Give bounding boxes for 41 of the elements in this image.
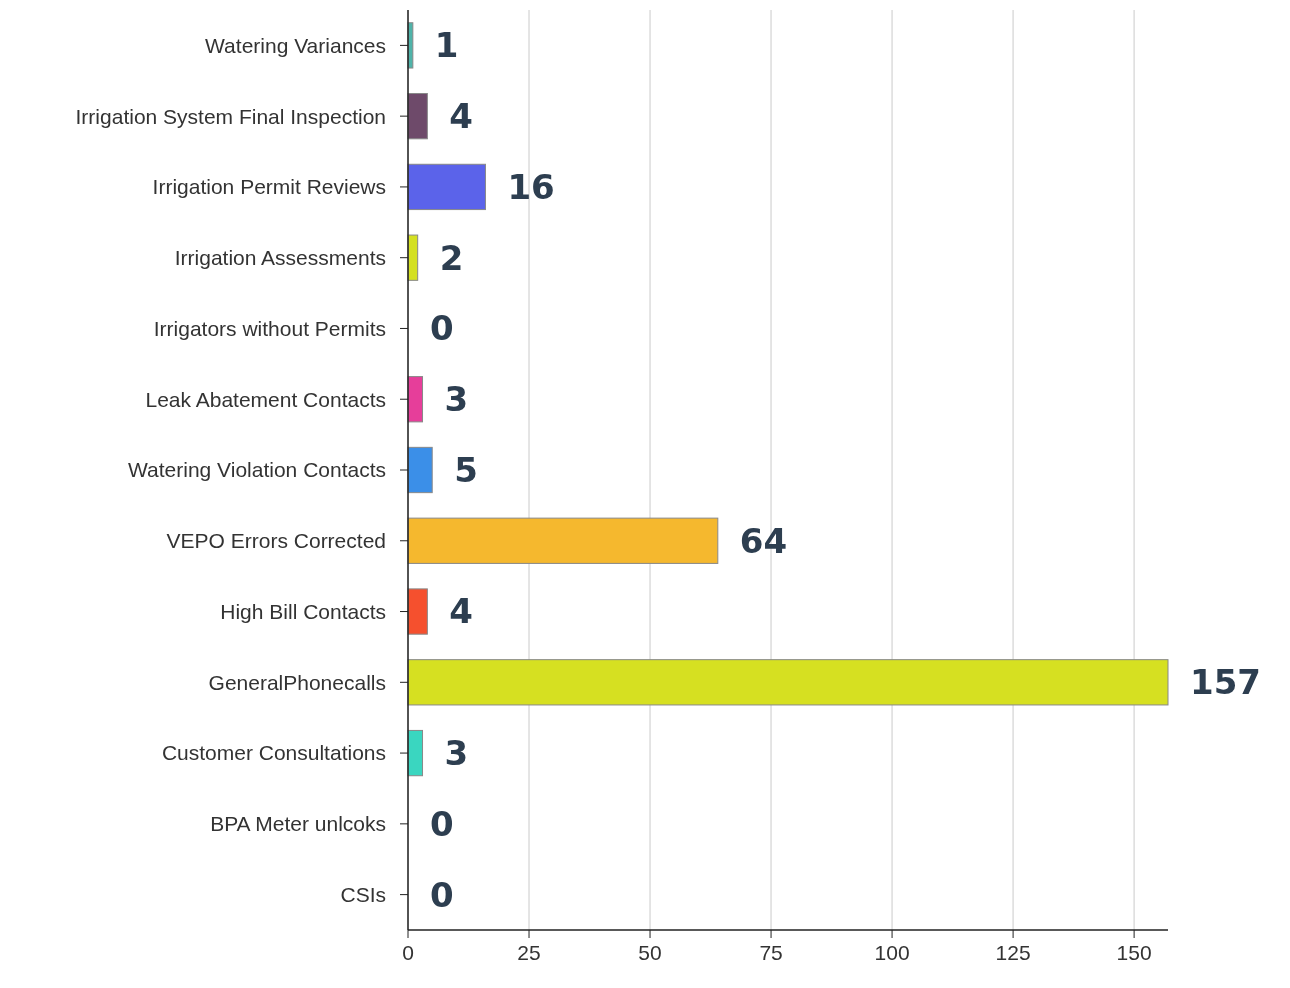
data-label: 3: [444, 732, 469, 773]
x-tick-label: 100: [874, 941, 910, 964]
y-tick-label: BPA Meter unlcoks: [210, 812, 386, 836]
data-label: 64: [739, 520, 788, 561]
y-tick-label: VEPO Errors Corrected: [166, 529, 386, 553]
x-tick-label: 50: [638, 941, 662, 964]
x-tick-label: 25: [517, 941, 541, 964]
data-label: 0: [430, 803, 454, 844]
bar: [407, 659, 1169, 706]
data-label: 0: [430, 874, 454, 915]
y-tick-label: Watering Variances: [205, 33, 386, 57]
y-tick-label: Irrigation Assessments: [174, 246, 386, 270]
bar: [407, 93, 428, 140]
bar: [407, 376, 424, 423]
y-tick-label: CSIs: [340, 882, 386, 906]
y-tick-label: Customer Consultations: [161, 741, 386, 765]
data-label: 4: [449, 591, 474, 632]
bar: [407, 446, 433, 494]
bar: [407, 517, 719, 564]
x-tick-label: 150: [1116, 941, 1152, 964]
bar: [407, 163, 486, 211]
y-tick-label: Irrigation System Final Inspection: [75, 104, 386, 128]
data-label: 157: [1190, 662, 1261, 703]
data-label: 2: [439, 237, 464, 278]
data-label: 5: [454, 449, 478, 490]
data-label: 1: [434, 25, 459, 66]
x-tick-label: 75: [759, 941, 783, 964]
data-label: 4: [449, 96, 474, 137]
y-tick-label: Irrigators without Permits: [153, 316, 386, 340]
x-tick-label: 0: [402, 941, 414, 964]
data-label: 3: [444, 379, 469, 420]
y-tick-label: Leak Abatement Contacts: [145, 387, 386, 411]
data-label: 16: [507, 166, 555, 207]
y-tick-label: GeneralPhonecalls: [208, 670, 386, 694]
data-label: 0: [430, 308, 454, 349]
bar: [407, 588, 428, 635]
x-tick-label: 125: [995, 941, 1031, 964]
y-tick-label: Irrigation Permit Reviews: [152, 175, 386, 199]
bar: [407, 729, 424, 777]
y-tick-label: High Bill Contacts: [220, 599, 386, 623]
y-tick-label: Watering Violation Contacts: [128, 458, 386, 482]
